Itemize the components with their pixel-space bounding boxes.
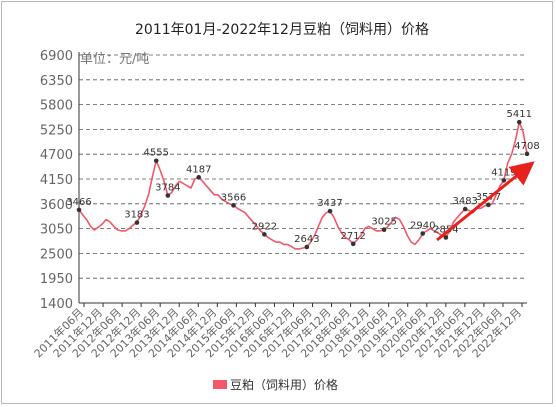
data-point	[76, 207, 82, 213]
data-label: 2712	[340, 231, 365, 242]
chart-title: 2011年01月-2022年12月豆粕（饲料用）价格	[135, 22, 429, 38]
data-point	[462, 206, 468, 212]
data-point	[165, 193, 171, 198]
data-label: 3483	[452, 196, 477, 207]
y-tick-label: 1950	[40, 272, 73, 287]
data-point	[524, 151, 530, 157]
data-label: 2940	[410, 221, 435, 232]
legend-label[interactable]: 豆粕（饲料用）价格	[230, 377, 338, 392]
data-label: 4119	[491, 167, 516, 178]
y-tick-label: 4150	[40, 173, 73, 188]
trend-arrow	[436, 161, 535, 242]
y-tick-label: 1400	[40, 297, 73, 312]
data-point	[231, 203, 236, 208]
data-point	[196, 175, 202, 180]
data-label: 5411	[507, 109, 532, 120]
data-point	[420, 231, 426, 236]
y-tick-label: 2500	[40, 247, 73, 262]
data-label: 2643	[294, 234, 319, 245]
data-label: 3784	[155, 183, 180, 194]
legend-swatch	[213, 380, 227, 389]
y-tick-label: 5250	[40, 123, 73, 138]
data-label: 4187	[186, 164, 211, 175]
y-tick-label: 4700	[40, 148, 73, 163]
data-point	[153, 158, 159, 164]
data-point	[134, 220, 140, 225]
series-line	[78, 121, 528, 250]
data-point	[443, 235, 449, 240]
data-point	[304, 244, 310, 250]
data-point	[262, 232, 267, 237]
data-point	[381, 227, 387, 233]
data-label: 3183	[124, 210, 149, 221]
data-label: 4555	[144, 148, 169, 159]
data-point	[501, 178, 507, 183]
data-label: 4708	[514, 141, 539, 152]
unit-label: 单位：元/吨	[80, 52, 149, 67]
data-point	[350, 241, 356, 247]
data-label: 3437	[317, 198, 342, 209]
data-point	[486, 202, 491, 208]
data-label: 3566	[221, 192, 246, 203]
y-tick-label: 6350	[40, 74, 73, 89]
data-label: 3025	[371, 217, 396, 228]
data-point	[516, 119, 522, 125]
data-point	[327, 208, 333, 214]
y-tick-label: 3050	[40, 223, 73, 238]
data-label: 2854	[433, 224, 458, 235]
y-tick-label: 5800	[40, 99, 73, 114]
data-label: 2922	[252, 221, 277, 232]
y-tick-label: 3600	[40, 198, 73, 213]
data-label: 3466	[66, 197, 91, 208]
y-tick-label: 6900	[40, 49, 73, 64]
